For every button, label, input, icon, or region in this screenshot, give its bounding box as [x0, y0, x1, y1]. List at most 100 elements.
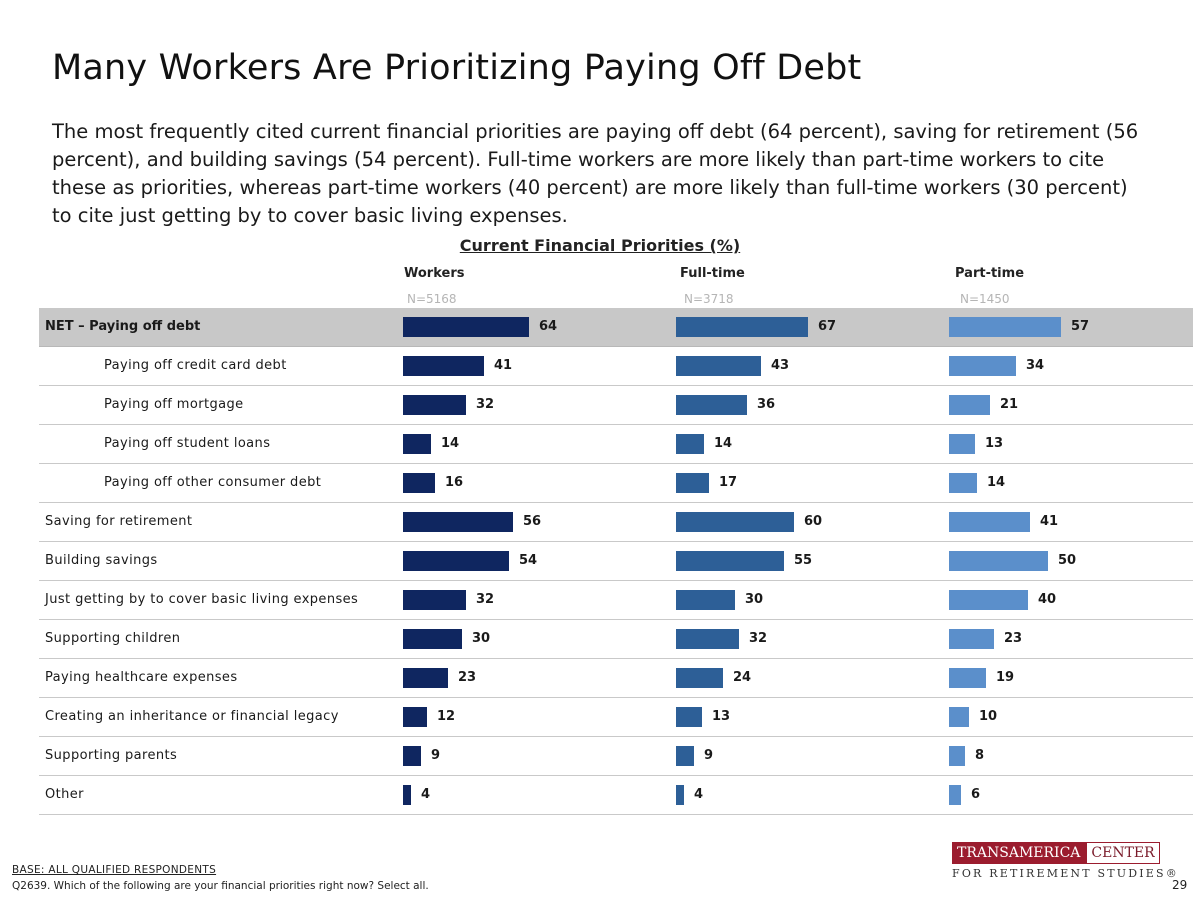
bar-workers — [403, 668, 448, 688]
chart-row: Creating an inheritance or financial leg… — [39, 698, 1193, 737]
bar-fulltime — [676, 746, 694, 766]
category-label: Supporting parents — [45, 748, 178, 763]
category-label: Saving for retirement — [45, 514, 193, 529]
chart-rows: NET – Paying off debt 64 67 57 Paying off cr… — [39, 308, 1193, 815]
bar-parttime — [949, 590, 1028, 610]
data-label-fulltime: 55 — [794, 553, 813, 568]
series-header-workers: Workers — [404, 266, 465, 281]
bar-parttime — [949, 668, 986, 688]
category-label: Other — [45, 787, 84, 802]
bar-workers — [403, 551, 509, 571]
bar-workers — [403, 785, 411, 805]
bar-fulltime — [676, 707, 702, 727]
data-label-workers: 23 — [458, 670, 477, 685]
data-label-workers: 56 — [523, 514, 542, 529]
data-label-parttime: 40 — [1038, 592, 1057, 607]
bar-workers — [403, 395, 466, 415]
logo-center: CENTER — [1086, 842, 1160, 864]
category-label: Paying healthcare expenses — [45, 670, 238, 685]
data-label-fulltime: 13 — [712, 709, 731, 724]
data-label-parttime: 6 — [971, 787, 981, 802]
data-label-parttime: 14 — [987, 475, 1006, 490]
data-label-parttime: 19 — [996, 670, 1015, 685]
bar-workers — [403, 707, 427, 727]
data-label-parttime: 21 — [1000, 397, 1019, 412]
category-label: Creating an inheritance or financial leg… — [45, 709, 339, 724]
data-label-fulltime: 4 — [694, 787, 704, 802]
bar-fulltime — [676, 551, 784, 571]
data-label-parttime: 13 — [985, 436, 1004, 451]
bar-parttime — [949, 473, 977, 493]
page-subtitle: The most frequently cited current financ… — [52, 120, 1139, 227]
bar-parttime — [949, 434, 975, 454]
series-header-fulltime: Full-time — [680, 266, 745, 281]
bar-fulltime — [676, 356, 761, 376]
bar-workers — [403, 629, 462, 649]
chart-row: Building savings 54 55 50 — [39, 542, 1193, 581]
series-n-workers: N=5168 — [407, 292, 457, 306]
data-label-fulltime: 24 — [733, 670, 752, 685]
series-n-parttime: N=1450 — [960, 292, 1010, 306]
base-note: BASE: ALL QUALIFIED RESPONDENTS — [12, 864, 217, 876]
bar-fulltime — [676, 395, 747, 415]
category-label: Paying off credit card debt — [104, 358, 287, 373]
category-label: Paying off other consumer debt — [104, 475, 322, 490]
bar-parttime — [949, 707, 969, 727]
data-label-fulltime: 36 — [757, 397, 776, 412]
bar-fulltime — [676, 668, 723, 688]
page-title: Many Workers Are Prioritizing Paying Off… — [52, 48, 862, 88]
bar-fulltime — [676, 629, 739, 649]
category-label: Paying off mortgage — [104, 397, 244, 412]
data-label-workers: 16 — [445, 475, 464, 490]
bar-workers — [403, 473, 435, 493]
data-label-fulltime: 43 — [771, 358, 790, 373]
chart-row: Just getting by to cover basic living ex… — [39, 581, 1193, 620]
bar-parttime — [949, 746, 965, 766]
data-label-fulltime: 9 — [704, 748, 714, 763]
bar-fulltime — [676, 590, 735, 610]
category-label: Supporting children — [45, 631, 181, 646]
data-label-parttime: 50 — [1058, 553, 1077, 568]
data-label-fulltime: 30 — [745, 592, 764, 607]
data-label-workers: 14 — [441, 436, 460, 451]
data-label-workers: 54 — [519, 553, 538, 568]
data-label-workers: 32 — [476, 592, 495, 607]
logo-wordmark: TRANSAMERICA — [952, 842, 1087, 864]
chart-row: Supporting parents 9 9 8 — [39, 737, 1193, 776]
category-label: Just getting by to cover basic living ex… — [45, 592, 359, 607]
data-label-workers: 9 — [431, 748, 441, 763]
bar-fulltime — [676, 785, 684, 805]
chart-row: Supporting children 30 32 23 — [39, 620, 1193, 659]
bar-parttime — [949, 395, 990, 415]
bar-workers — [403, 590, 466, 610]
bar-parttime — [949, 512, 1030, 532]
category-label: Building savings — [45, 553, 158, 568]
data-label-workers: 30 — [472, 631, 491, 646]
bar-parttime — [949, 551, 1048, 571]
data-label-parttime: 41 — [1040, 514, 1059, 529]
data-label-workers: 41 — [494, 358, 513, 373]
chart-title: Current Financial Priorities (%) — [459, 236, 741, 255]
bar-workers — [403, 746, 421, 766]
data-label-fulltime: 14 — [714, 436, 733, 451]
question-note: Q2639. Which of the following are your f… — [12, 880, 429, 892]
chart-row: Paying off student loans 14 14 13 — [39, 425, 1193, 464]
chart-row: Saving for retirement 56 60 41 — [39, 503, 1193, 542]
bar-parttime — [949, 356, 1016, 376]
data-label-workers: 4 — [421, 787, 431, 802]
bar-parttime — [949, 785, 961, 805]
data-label-parttime: 34 — [1026, 358, 1045, 373]
bar-fulltime — [676, 434, 704, 454]
category-label: NET – Paying off debt — [45, 319, 201, 334]
bar-parttime — [949, 629, 994, 649]
bar-fulltime — [676, 512, 794, 532]
chart-row: Paying off mortgage 32 36 21 — [39, 386, 1193, 425]
data-label-fulltime: 60 — [804, 514, 823, 529]
transamerica-logo: TRANSAMERICA CENTER FOR RETIREMENT STUDI… — [952, 842, 1177, 884]
series-header-parttime: Part-time — [955, 266, 1025, 281]
bar-workers — [403, 512, 513, 532]
chart-row: Paying off credit card debt 41 43 34 — [39, 347, 1193, 386]
page-number: 29 — [1172, 878, 1188, 892]
bar-fulltime — [676, 473, 709, 493]
data-label-parttime: 23 — [1004, 631, 1023, 646]
